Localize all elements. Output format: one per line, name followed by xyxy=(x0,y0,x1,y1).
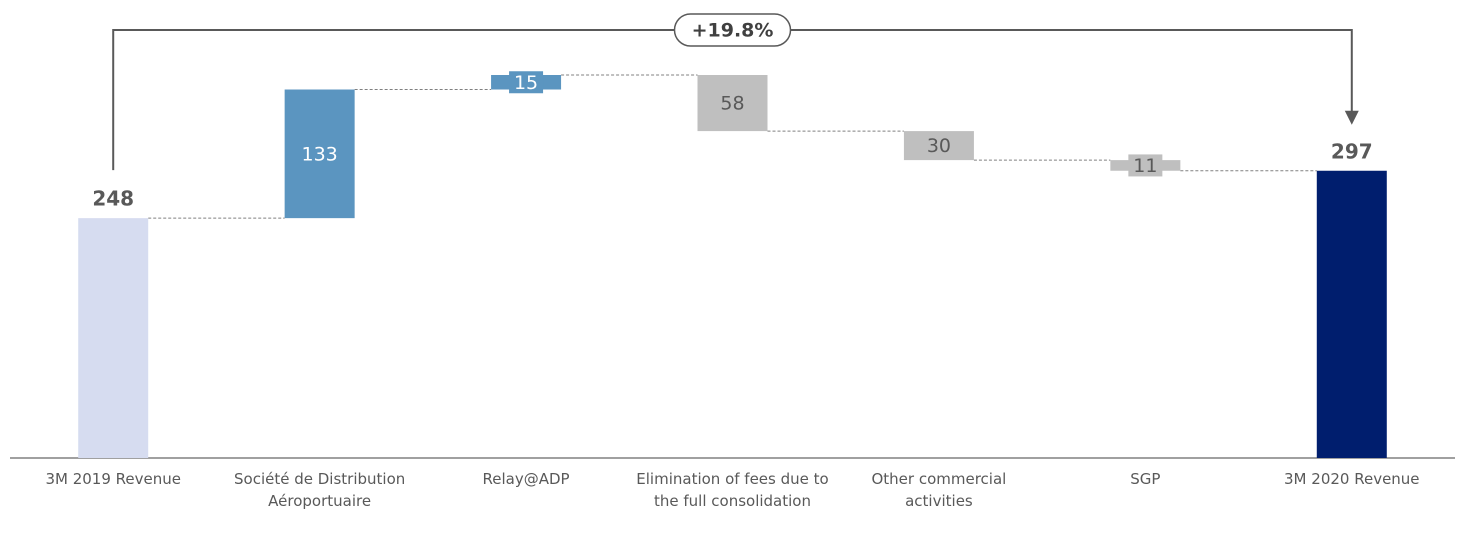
x-tick-label: Société de Distribution Aéroportuaire xyxy=(234,470,406,510)
x-tick-label: Relay@ADP xyxy=(482,470,570,488)
value-label: 15 xyxy=(514,72,538,94)
x-tick-label: SGP xyxy=(1130,470,1161,488)
value-label: 133 xyxy=(302,143,338,165)
value-label: 30 xyxy=(927,135,951,157)
value-label-box xyxy=(509,71,544,94)
annotation: +19.8% xyxy=(692,20,774,42)
annotation-box xyxy=(673,13,792,47)
x-tick-label: Elimination of fees due to the full cons… xyxy=(636,470,829,510)
value-label: 58 xyxy=(720,93,744,115)
x-tick-label: Other commercial activities xyxy=(871,470,1007,510)
value-label: 297 xyxy=(1331,139,1373,163)
value-label-box xyxy=(1128,154,1163,177)
bar xyxy=(284,89,355,219)
x-tick-label: 3M 2020 Revenue xyxy=(1284,470,1420,488)
value-label: 248 xyxy=(92,187,134,211)
bar xyxy=(697,75,768,132)
bar xyxy=(1316,170,1387,458)
bar xyxy=(903,131,974,161)
bracket-arrow xyxy=(1344,110,1359,125)
x-tick-label: 3M 2019 Revenue xyxy=(45,470,181,488)
value-label: 11 xyxy=(1133,155,1157,177)
bar xyxy=(78,218,149,458)
